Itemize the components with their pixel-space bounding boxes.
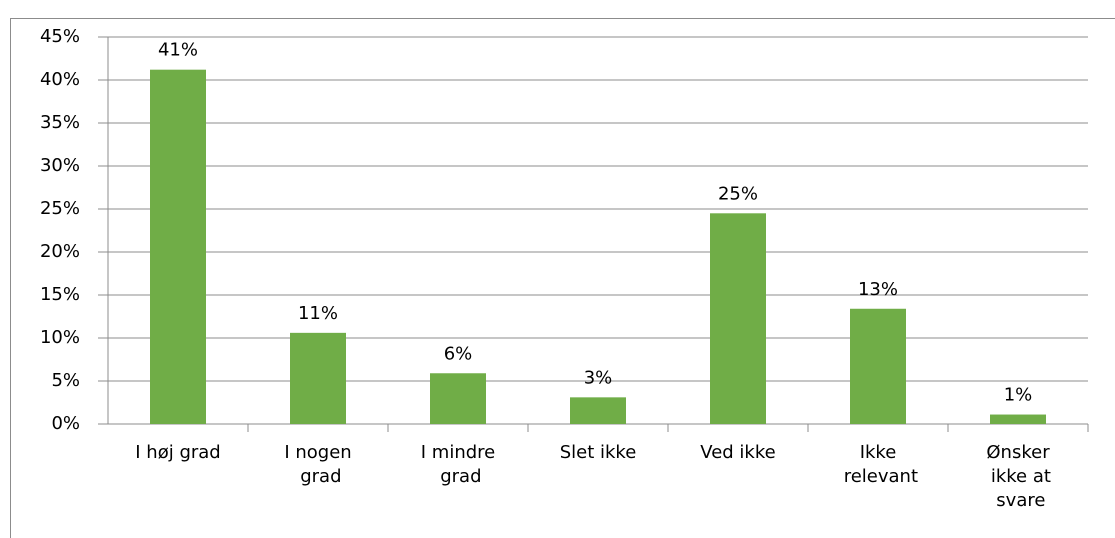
data-label: 13% [858, 279, 898, 300]
y-tick-label: 30% [40, 155, 80, 176]
bar [850, 308, 906, 424]
x-tick-label: I høj grad [135, 442, 220, 463]
x-tick-label: Ikke relevant [838, 442, 918, 487]
x-tick-label: Slet ikke [560, 442, 637, 463]
bar [710, 213, 766, 424]
bar [290, 332, 346, 424]
data-label: 6% [444, 343, 473, 364]
y-tick-label: 10% [40, 327, 80, 348]
y-tick-label: 45% [40, 26, 80, 47]
y-tick-label: 35% [40, 112, 80, 133]
y-tick-label: 40% [40, 69, 80, 90]
data-label: 3% [584, 367, 613, 388]
y-tick-label: 0% [51, 413, 80, 434]
x-tick-label: Ved ikke [700, 442, 775, 463]
y-tick-label: 15% [40, 284, 80, 305]
bar [430, 373, 486, 424]
data-label: 1% [1004, 385, 1033, 406]
y-tick-label: 25% [40, 198, 80, 219]
chart-frame [10, 18, 1115, 538]
x-tick-label: I mindre grad [421, 442, 495, 487]
y-tick-label: 20% [40, 241, 80, 262]
x-tick-label: Ønsker ikke at svare [985, 442, 1051, 511]
data-label: 41% [158, 40, 198, 61]
data-label: 25% [718, 183, 758, 204]
y-tick-label: 5% [51, 370, 80, 391]
bar [570, 397, 626, 424]
data-label: 11% [298, 303, 338, 324]
bar [150, 69, 206, 425]
x-tick-label: I nogen grad [284, 442, 351, 487]
bar [990, 414, 1046, 424]
